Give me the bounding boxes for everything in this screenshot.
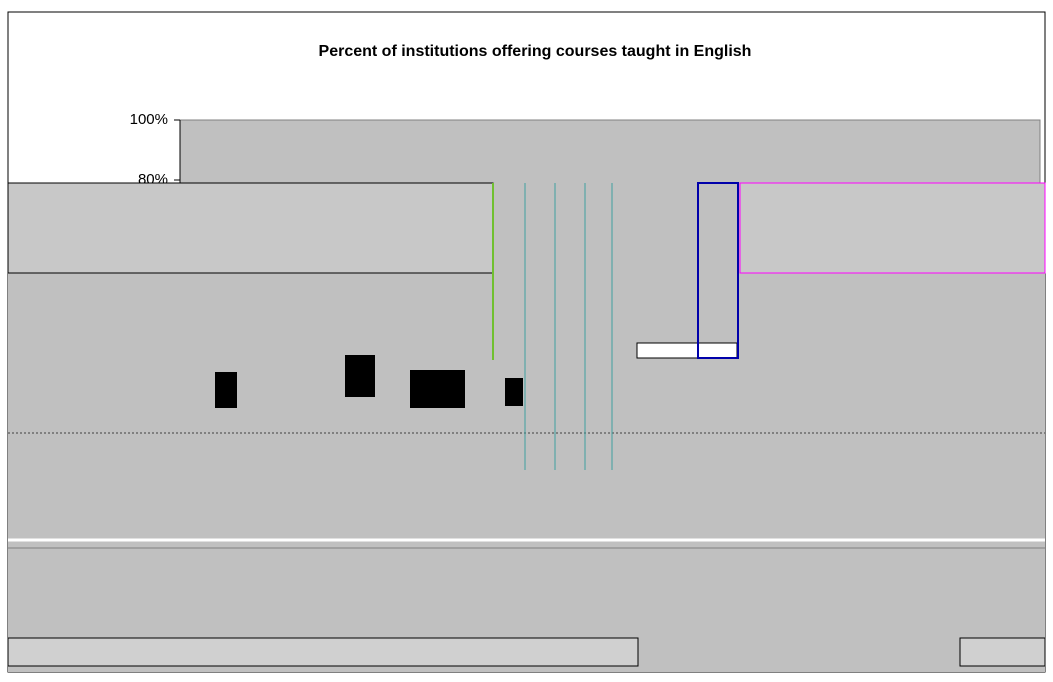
y-tick-label: 100% xyxy=(130,111,168,128)
noise-block xyxy=(959,637,1046,667)
noise-block xyxy=(7,637,639,667)
noise-block xyxy=(215,372,237,408)
chart-title: Percent of institutions offering courses… xyxy=(319,43,752,60)
noise-block xyxy=(7,182,494,274)
noise-block xyxy=(739,182,1046,274)
noise-block xyxy=(345,355,375,397)
noise-block xyxy=(697,182,739,359)
noise-block xyxy=(505,378,523,406)
corrupted-region xyxy=(7,182,1046,672)
noise-block xyxy=(636,342,738,359)
noise-block xyxy=(410,370,465,408)
